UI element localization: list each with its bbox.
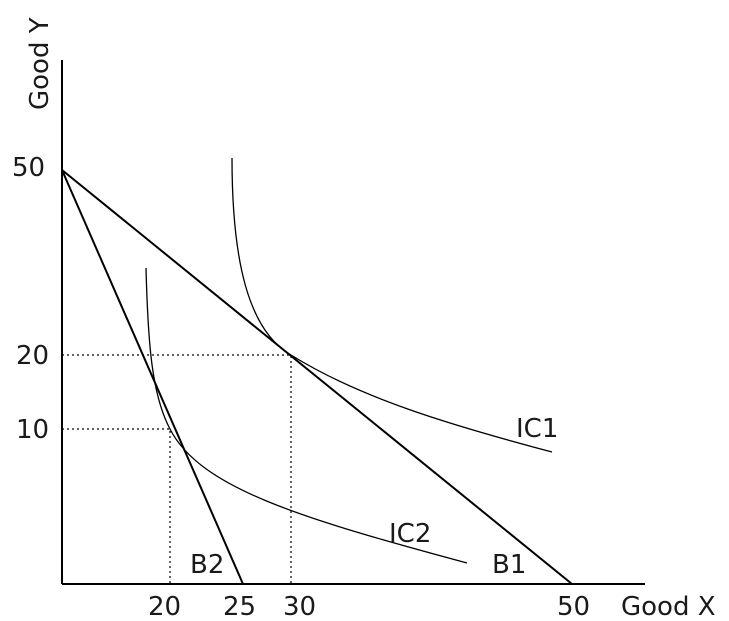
indifference-curve-ic1 (231, 157, 553, 453)
y-axis-label: Good Y (25, 17, 55, 110)
budget-line-b1 (61, 169, 573, 585)
y-tick-label: 20 (16, 341, 49, 371)
x-tick-label: 20 (148, 592, 181, 621)
y-tick-label: 50 (12, 153, 45, 183)
indifference-curve-ic1-label: IC1 (516, 414, 558, 444)
budget-line-b1-label: B1 (492, 550, 526, 580)
budget-line-b2-label: B2 (190, 550, 224, 580)
indifference-curve-ic2-label: IC2 (389, 519, 431, 549)
indifference-curve-ic2 (145, 267, 468, 564)
x-tick-label: 50 (557, 592, 590, 621)
x-axis-label: Good X (621, 592, 716, 621)
budget-line-b2 (61, 169, 244, 585)
x-tick-label: 30 (283, 592, 316, 621)
y-tick-label: 10 (16, 415, 49, 445)
x-tick-label: 25 (223, 592, 256, 621)
guide-line-ic1-tangency (62, 354, 292, 584)
guide-line-ic2-tangency (62, 428, 171, 584)
